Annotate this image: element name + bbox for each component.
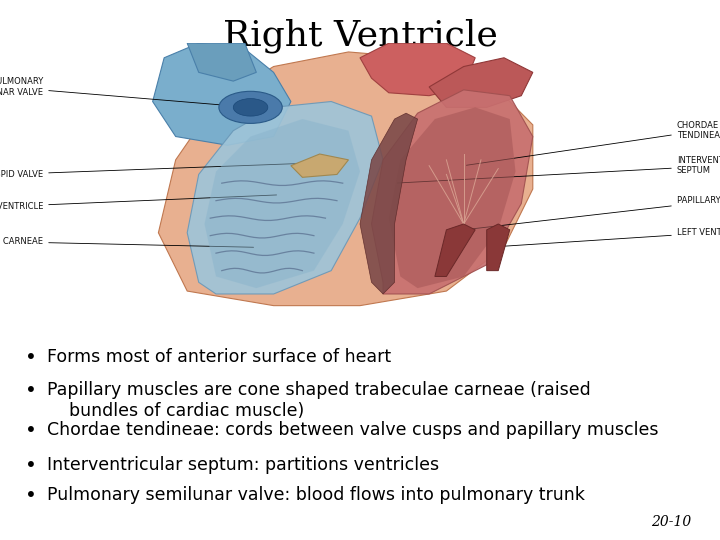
Text: Papillary muscles are cone shaped trabeculae carneae (raised
    bundles of card: Papillary muscles are cone shaped trabec…: [47, 381, 590, 420]
Text: TRICUSPID VALVE: TRICUSPID VALVE: [0, 163, 317, 179]
Polygon shape: [487, 224, 510, 271]
Circle shape: [219, 91, 282, 123]
Text: RIGHT VENTRICLE: RIGHT VENTRICLE: [0, 195, 276, 211]
Polygon shape: [291, 154, 348, 177]
Text: PAPILLARY MUSCLE: PAPILLARY MUSCLE: [467, 196, 720, 229]
Text: Forms most of anterior surface of heart: Forms most of anterior surface of heart: [47, 348, 391, 366]
Polygon shape: [389, 107, 516, 288]
Polygon shape: [429, 58, 533, 107]
Text: Interventricular septum: partitions ventricles: Interventricular septum: partitions vent…: [47, 456, 439, 474]
Polygon shape: [372, 90, 533, 294]
Polygon shape: [153, 43, 291, 145]
Text: Right Ventricle: Right Ventricle: [222, 19, 498, 53]
Text: LEFT VENTRICLE: LEFT VENTRICLE: [490, 228, 720, 247]
Text: •: •: [25, 421, 37, 440]
Polygon shape: [204, 119, 360, 288]
Text: •: •: [25, 348, 37, 367]
Polygon shape: [158, 52, 533, 306]
Polygon shape: [360, 113, 418, 294]
Text: 20-10: 20-10: [651, 515, 691, 529]
Polygon shape: [187, 43, 256, 81]
Text: •: •: [25, 381, 37, 400]
Text: Chordae tendineae: cords between valve cusps and papillary muscles: Chordae tendineae: cords between valve c…: [47, 421, 658, 439]
Circle shape: [233, 99, 268, 116]
Polygon shape: [435, 224, 475, 276]
Text: •: •: [25, 456, 37, 475]
Text: Pulmonary semilunar valve: blood flows into pulmonary trunk: Pulmonary semilunar valve: blood flows i…: [47, 486, 585, 504]
Text: CHORDAE
TENDINEAE: CHORDAE TENDINEAE: [467, 121, 720, 165]
Text: TRABECULAE CARNEAE: TRABECULAE CARNEAE: [0, 237, 253, 247]
Polygon shape: [360, 43, 475, 96]
Polygon shape: [187, 102, 383, 294]
Text: PULMONARY
SEMILUNAR VALVE: PULMONARY SEMILUNAR VALVE: [0, 77, 248, 107]
Text: INTERVENTRICULAR
SEPTUM: INTERVENTRICULAR SEPTUM: [397, 156, 720, 183]
Text: •: •: [25, 486, 37, 505]
